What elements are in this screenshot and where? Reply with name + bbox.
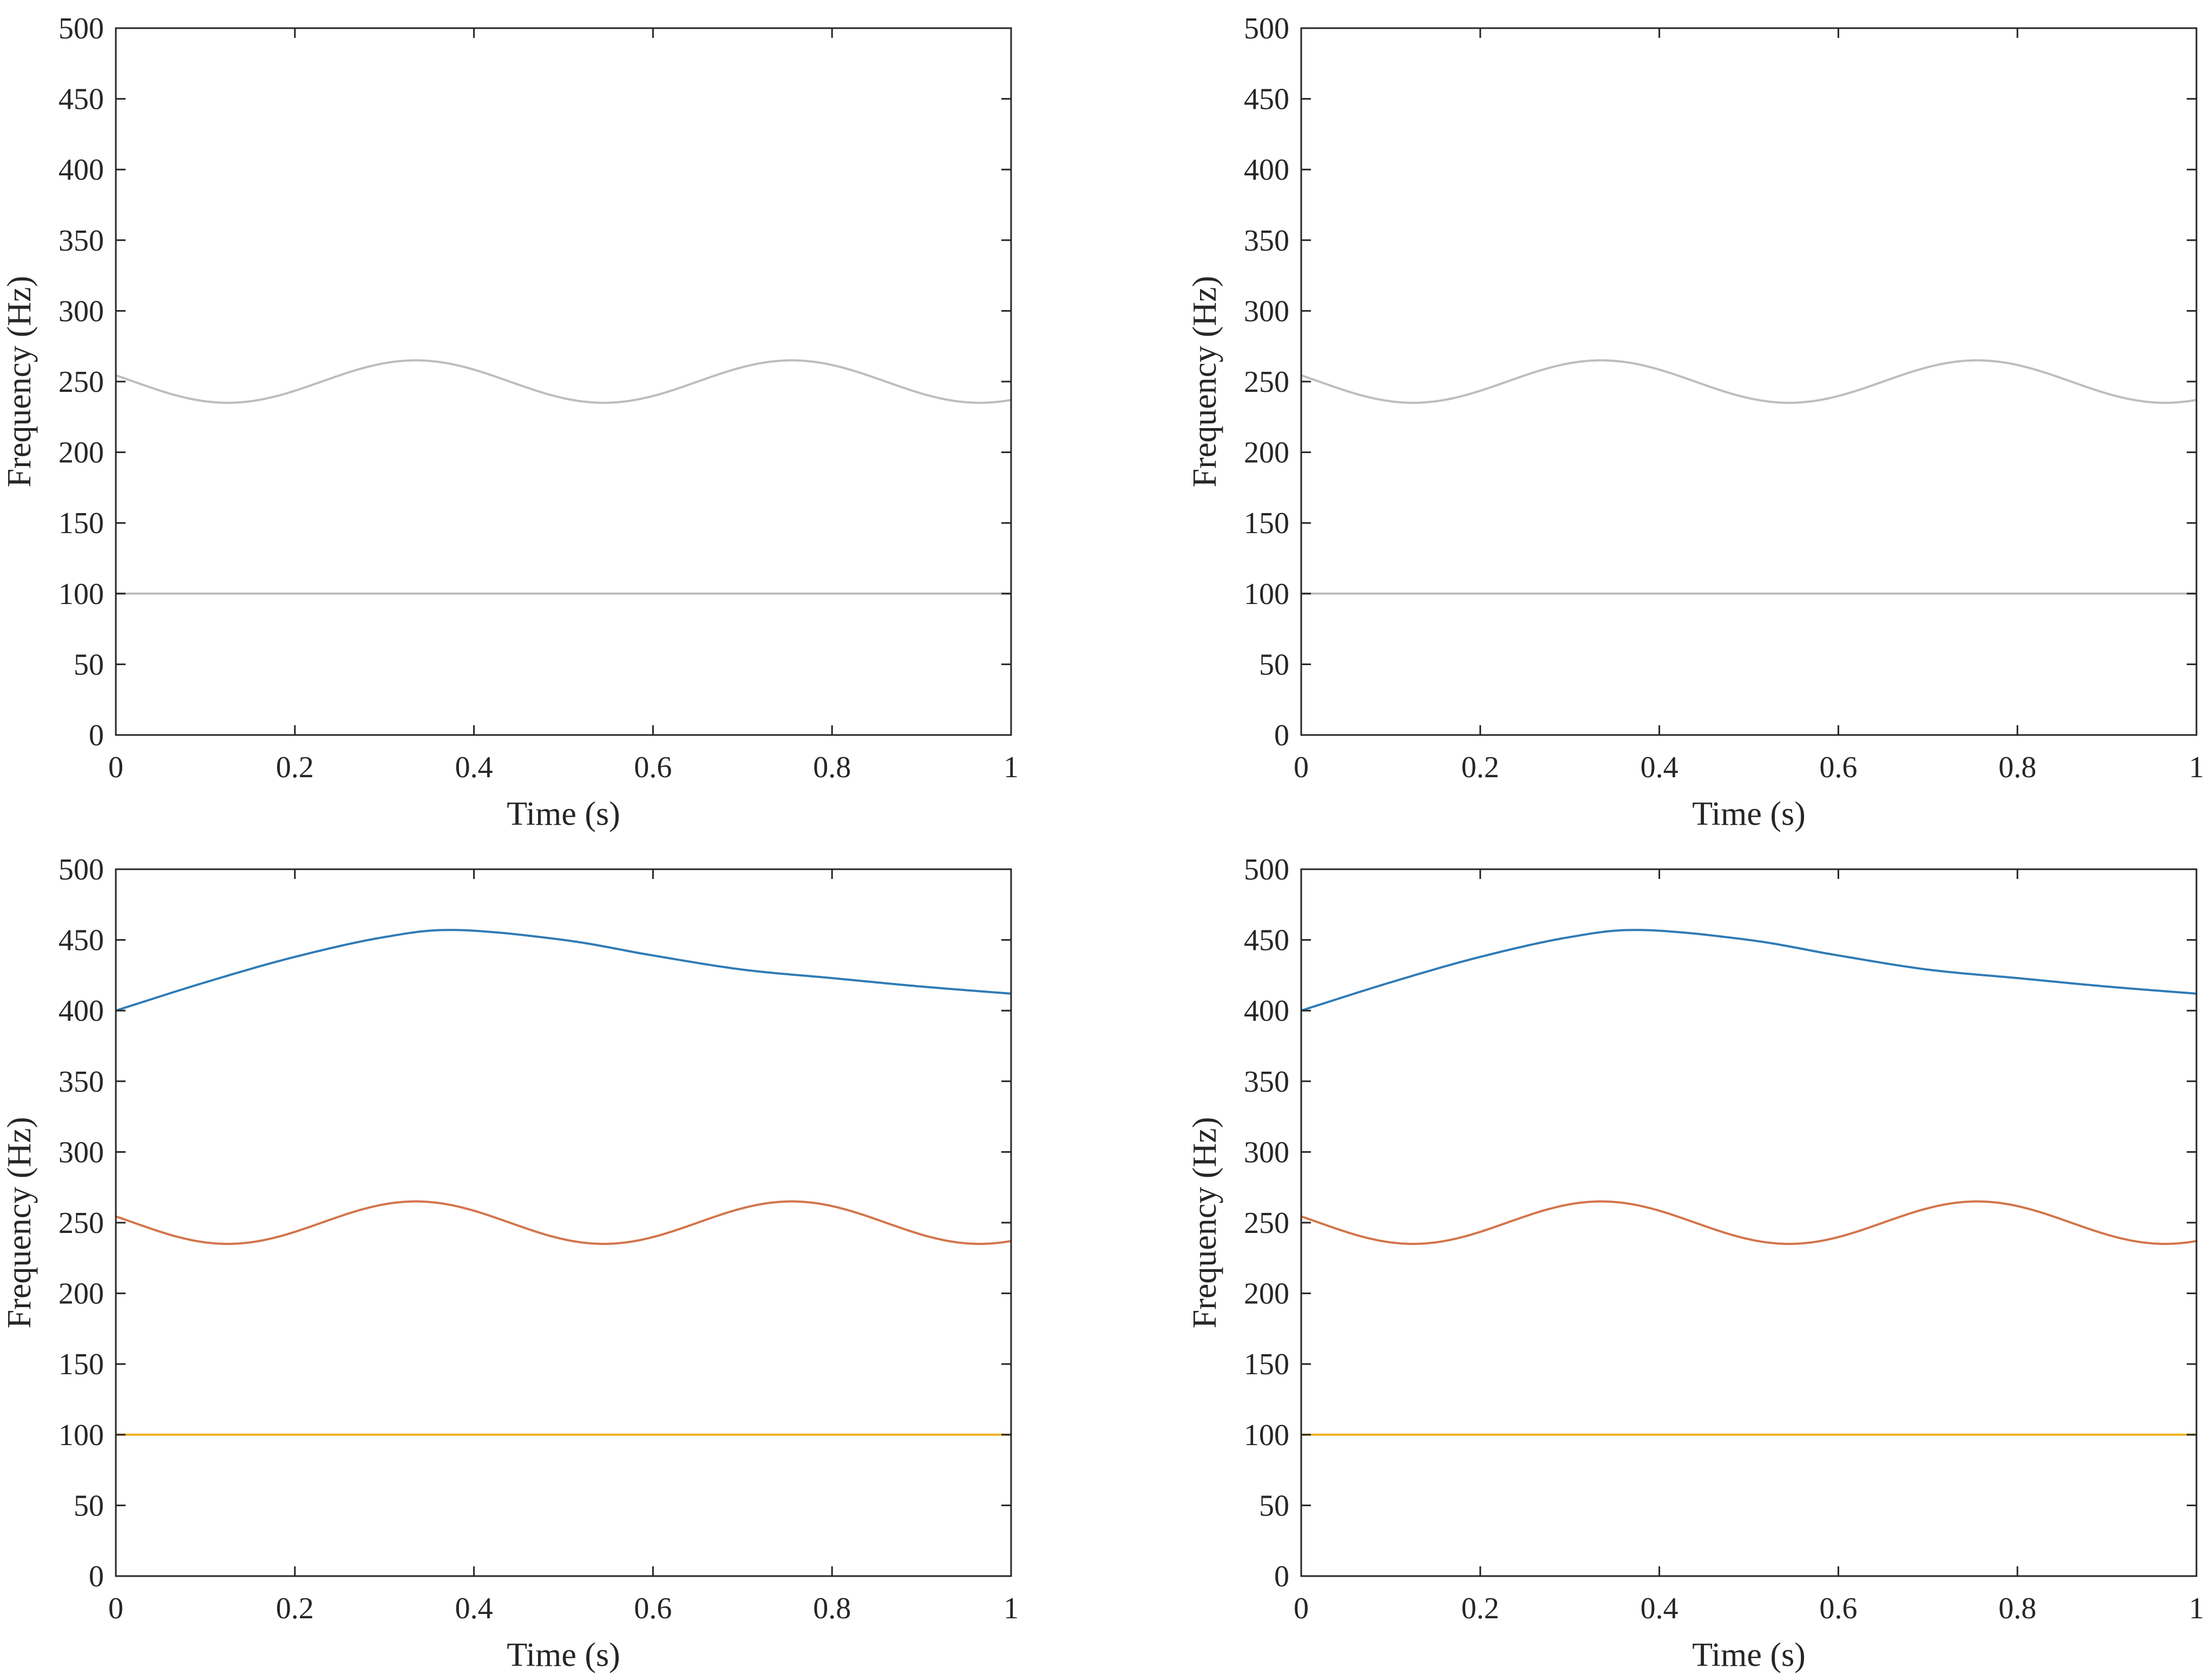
series-line-upper [115,929,1012,1012]
y-tick-label: 250 [1244,365,1289,399]
y-axis-label: Frequency (Hz) [1,1117,38,1329]
y-tick-label: 50 [74,648,104,681]
y-tick-label: 50 [74,1489,104,1522]
y-tick-label: 350 [1244,1065,1289,1099]
y-tick-label: 200 [1244,1277,1289,1311]
axes-box [1300,27,2198,736]
y-tick-label: 0 [89,719,104,752]
series-line-sine [115,359,1012,404]
y-tick-label: 200 [58,1277,104,1311]
y-tick-label: 300 [58,294,104,328]
x-tick-label: 0 [1294,1592,1309,1625]
y-axis-label: Frequency (Hz) [1186,276,1223,488]
y-tick-label: 400 [1244,153,1289,187]
y-tick-label: 450 [1244,924,1289,957]
x-tick-label: 0.2 [1461,751,1499,784]
x-tick-label: 0.2 [1461,1592,1499,1625]
y-tick-label: 100 [1244,1419,1289,1452]
y-tick-label: 250 [58,1206,104,1240]
x-tick-label: 0.4 [455,1592,493,1625]
y-tick-label: 200 [58,436,104,470]
series-line-sine [115,1200,1012,1245]
y-tick-label: 450 [58,924,104,957]
y-tick-label: 400 [58,994,104,1028]
y-tick-label: 50 [1259,648,1289,681]
y-tick-label: 500 [58,12,104,45]
y-tick-label: 50 [1259,1489,1289,1522]
x-tick-label: 1 [1004,751,1019,784]
x-tick-label: 0 [108,1592,123,1625]
y-tick-label: 300 [58,1136,104,1169]
y-tick-label: 500 [58,853,104,887]
axes-box [115,868,1012,1577]
y-tick-label: 350 [58,1065,104,1099]
x-axis-label: Time (s) [1692,1637,1806,1674]
y-tick-label: 200 [1244,436,1289,470]
x-tick-label: 0.8 [813,751,851,784]
axes-box [1300,868,2198,1577]
y-tick-label: 250 [58,365,104,399]
panel-bottom-left: 0 0.2 0.4 0.6 0.8 1 0 50 100 150 200 250 300 350 400 45… [1,853,1019,1674]
y-axis-label: Frequency (Hz) [1,276,38,488]
y-tick-label: 0 [89,1560,104,1593]
y-tick-label: 400 [1244,994,1289,1028]
series-line-sine [1301,359,2197,404]
y-tick-label: 100 [1244,578,1289,611]
y-tick-label: 250 [1244,1206,1289,1240]
panel-top-left: 0 0.2 0.4 0.6 0.8 1 0 50 100 150 200 250 300 350 400 45… [1,12,1019,832]
x-tick-label: 0.8 [1998,1592,2036,1625]
series-line-sine [1301,1200,2197,1245]
y-axis-label: Frequency (Hz) [1186,1117,1223,1329]
x-tick-label: 0.6 [634,751,672,784]
y-tick-label: 450 [1244,83,1289,116]
y-tick-label: 150 [1244,1348,1289,1381]
x-tick-label: 0.6 [1819,1592,1857,1625]
x-tick-label: 0.8 [1998,751,2036,784]
x-axis-label: Time (s) [1692,796,1806,832]
y-tick-label: 150 [58,1348,104,1381]
x-tick-label: 0.6 [1819,751,1857,784]
y-tick-label: 350 [1244,224,1289,258]
y-tick-label: 150 [1244,507,1289,540]
x-tick-label: 0 [108,751,123,784]
y-tick-label: 350 [58,224,104,258]
axes-box [115,27,1012,736]
x-axis-label: Time (s) [507,1637,620,1674]
x-axis-label: Time (s) [507,796,620,832]
y-tick-label: 500 [1244,853,1289,887]
y-tick-label: 100 [58,578,104,611]
x-tick-label: 0 [1294,751,1309,784]
y-tick-label: 300 [1244,294,1289,328]
panel-top-right: 0 0.2 0.4 0.6 0.8 1 0 50 100 150 200 250 300 350 400 45… [1186,12,2204,832]
y-tick-label: 100 [58,1419,104,1452]
x-tick-label: 1 [2189,1592,2204,1625]
panel-bottom-right: 0 0.2 0.4 0.6 0.8 1 0 50 100 150 200 250 300 350 400 45… [1186,853,2204,1674]
y-tick-label: 300 [1244,1136,1289,1169]
y-tick-label: 0 [1274,719,1289,752]
y-tick-label: 500 [1244,12,1289,45]
x-tick-label: 0.2 [276,1592,314,1625]
x-tick-label: 0.4 [1641,751,1678,784]
y-tick-label: 450 [58,83,104,116]
x-tick-label: 0.4 [455,751,493,784]
y-tick-label: 150 [58,507,104,540]
x-tick-label: 0.8 [813,1592,851,1625]
y-tick-label: 0 [1274,1560,1289,1593]
x-tick-label: 1 [2189,751,2204,784]
y-tick-label: 400 [58,153,104,187]
x-tick-label: 0.2 [276,751,314,784]
x-tick-label: 0.4 [1641,1592,1678,1625]
x-tick-label: 1 [1004,1592,1019,1625]
series-line-upper [1301,929,2197,1012]
x-tick-label: 0.6 [634,1592,672,1625]
